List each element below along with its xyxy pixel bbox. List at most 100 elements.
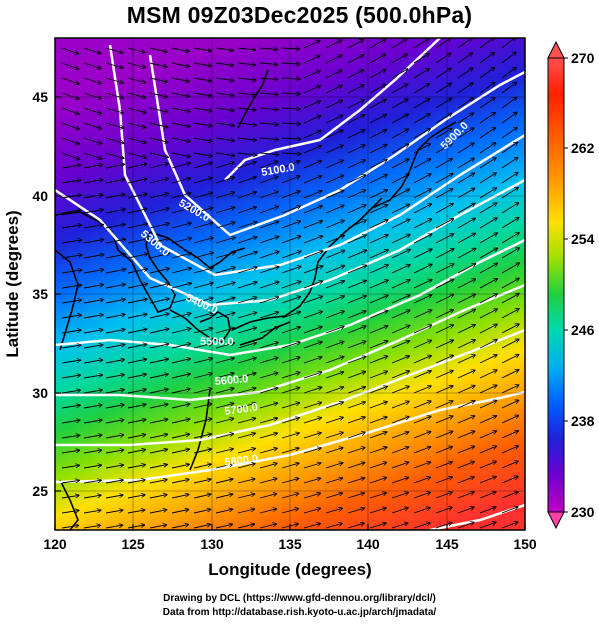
- wind-arrow: [171, 494, 189, 499]
- wind-arrow: [193, 208, 213, 214]
- wind-arrow: [171, 525, 188, 529]
- wind-arrow: [83, 360, 103, 364]
- wind-arrow: [215, 222, 235, 229]
- wind-arrow: [83, 525, 101, 529]
- wind-arrow: [127, 525, 144, 529]
- wind-arrow: [171, 510, 189, 514]
- wind-arrow: [259, 237, 279, 244]
- wind-arrow: [435, 174, 453, 184]
- wind-arrow: [149, 495, 167, 499]
- wind-arrow: [83, 345, 103, 349]
- wind-arrow: [435, 53, 451, 64]
- wind-arrow: [303, 266, 323, 274]
- wind-arrow: [127, 239, 147, 244]
- wind-arrow: [61, 330, 81, 334]
- wind-arrow: [83, 180, 103, 184]
- wind-arrow: [281, 93, 300, 94]
- wind-arrow: [369, 145, 387, 154]
- wind-arrow: [259, 433, 277, 439]
- wind-arrow: [149, 480, 167, 484]
- wind-arrow: [193, 238, 213, 244]
- wind-arrow: [369, 371, 387, 379]
- wind-arrow: [501, 67, 516, 79]
- wind-arrow: [391, 371, 409, 379]
- wind-arrow: [501, 127, 517, 139]
- wind-arrow: [281, 282, 301, 289]
- wind-arrow: [105, 47, 123, 53]
- wind-arrow: [171, 359, 190, 364]
- wind-arrow: [413, 462, 430, 469]
- wind-arrow: [193, 253, 213, 259]
- wind-arrow: [435, 264, 454, 274]
- wind-arrow: [215, 419, 233, 424]
- wind-arrow: [61, 77, 79, 84]
- wind-arrow: [83, 107, 101, 114]
- wind-arrow: [171, 193, 191, 199]
- wind-arrow: [61, 285, 81, 289]
- wind-arrow: [413, 174, 431, 184]
- wind-arrow: [105, 254, 126, 259]
- wind-arrow: [61, 165, 81, 169]
- wind-arrow: [105, 345, 125, 349]
- wind-arrow: [369, 100, 386, 109]
- wind-arrow: [391, 114, 408, 124]
- wind-arrow: [435, 144, 452, 154]
- wind-arrow: [501, 522, 518, 529]
- wind-arrow: [347, 508, 364, 514]
- wind-arrow: [237, 373, 256, 379]
- wind-arrow: [457, 279, 476, 289]
- wind-arrow: [435, 159, 452, 169]
- wind-arrow: [281, 63, 300, 64]
- wind-arrow: [501, 142, 517, 154]
- wind-arrow: [61, 375, 80, 379]
- wind-arrow: [347, 250, 366, 259]
- wind-arrow: [391, 326, 410, 334]
- wind-arrow: [61, 420, 80, 424]
- wind-arrow: [457, 128, 474, 139]
- wind-arrow: [501, 370, 519, 379]
- wind-arrow: [83, 270, 104, 274]
- wind-arrow: [215, 328, 234, 334]
- wind-arrow: [281, 191, 300, 199]
- wind-arrow: [501, 173, 518, 184]
- wind-arrow: [171, 404, 190, 409]
- wind-arrow: [193, 509, 211, 514]
- wind-arrow: [193, 193, 213, 199]
- wind-arrow: [193, 464, 211, 469]
- wind-arrow: [501, 248, 519, 259]
- wind-arrow: [325, 100, 342, 109]
- wind-arrow: [369, 54, 385, 64]
- wind-arrow: [127, 107, 146, 113]
- wind-arrow: [479, 324, 497, 334]
- wind-arrow: [237, 449, 255, 454]
- wind-arrow: [325, 296, 344, 304]
- wind-arrow: [501, 385, 519, 394]
- wind-arrow: [149, 253, 170, 259]
- wind-arrow: [457, 294, 475, 304]
- wind-arrow: [501, 324, 519, 334]
- wind-arrow: [83, 62, 101, 68]
- wind-arrow: [479, 188, 496, 199]
- wind-arrow: [413, 447, 431, 454]
- wind-arrow: [457, 340, 475, 349]
- wind-arrow: [149, 269, 169, 274]
- wind-arrow: [61, 360, 81, 364]
- x-tick-label: 130: [200, 536, 224, 552]
- wind-arrow: [171, 137, 190, 142]
- wind-arrow: [171, 152, 190, 157]
- wind-arrow: [149, 465, 167, 469]
- wind-arrow: [347, 326, 366, 334]
- wind-arrow: [149, 223, 169, 229]
- wind-arrow: [347, 160, 365, 169]
- wind-arrow: [413, 386, 431, 394]
- wind-arrow: [325, 130, 343, 139]
- wind-arrow: [83, 300, 103, 304]
- wind-arrow: [83, 465, 101, 469]
- wind-arrow: [435, 234, 454, 244]
- wind-arrow: [303, 357, 322, 364]
- wind-arrow: [215, 47, 233, 51]
- wind-arrow: [259, 448, 277, 454]
- wind-arrow: [325, 372, 344, 379]
- wind-arrow: [303, 312, 322, 319]
- wind-arrow: [369, 326, 388, 334]
